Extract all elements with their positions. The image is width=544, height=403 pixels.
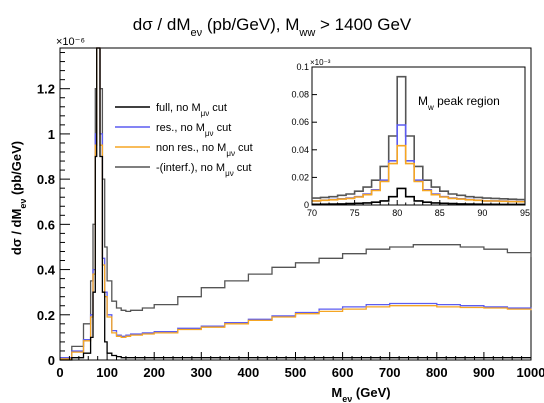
inset-series-line-nonres <box>312 144 525 203</box>
x-tick-label: 400 <box>238 365 260 380</box>
inset-y-tick-label: 0.04 <box>291 145 309 155</box>
inset-y-tick-label: 0.06 <box>291 117 309 127</box>
inset-y-tick-label: 0.1 <box>296 62 309 72</box>
inset-x-tick-label: 85 <box>435 208 445 218</box>
x-tick-label: 200 <box>143 365 165 380</box>
inset-y-tick-label: 0.08 <box>291 90 309 100</box>
legend-entry-full: full, no Mμν cut <box>156 102 227 118</box>
x-tick-label: 800 <box>426 365 448 380</box>
y-tick-label: 1.2 <box>37 82 55 97</box>
y-tick-label: 1 <box>48 127 55 142</box>
y-tick-label: 0.6 <box>37 217 55 232</box>
x-tick-label: 1000 <box>517 365 544 380</box>
x-tick-label: 700 <box>379 365 401 380</box>
y-tick-label: 0.4 <box>37 263 56 278</box>
inset-y-axis-multiplier: ×10⁻³ <box>310 58 331 67</box>
inset-plot-frame <box>311 66 526 206</box>
x-tick-label: 500 <box>285 365 307 380</box>
inset-series-line-interf <box>312 75 525 201</box>
chart-title: dσ / dMeν (pb/GeV), Mww > 1400 GeV <box>133 15 412 39</box>
inset-x-tick-label: 95 <box>520 208 530 218</box>
inset-x-tick-label: 80 <box>392 208 402 218</box>
inset-x-tick-label: 70 <box>307 208 317 218</box>
inset-title: Mw peak region <box>418 94 500 112</box>
y-tick-label: 0.8 <box>37 172 55 187</box>
legend-entry-interf: -(interf.), no Mμν cut <box>156 162 251 178</box>
x-tick-label: 600 <box>332 365 354 380</box>
inset-y-tick-label: 0 <box>304 200 309 210</box>
inset-x-tick-label: 75 <box>350 208 360 218</box>
y-tick-label: 0 <box>48 353 55 368</box>
y-axis-multiplier: ×10⁻⁶ <box>56 36 85 48</box>
y-tick-label: 0.2 <box>37 308 55 323</box>
y-axis-label: dσ / dMeν (pb/GeV) <box>9 141 28 255</box>
legend-entry-nonres: non res., no Mμν cut <box>156 142 253 158</box>
x-tick-label: 100 <box>96 365 118 380</box>
x-tick-label: 0 <box>56 365 63 380</box>
x-tick-label: 300 <box>190 365 212 380</box>
inset-x-tick-label: 90 <box>477 208 487 218</box>
legend-entry-res: res., no Mμν cut <box>156 122 231 138</box>
x-tick-label: 900 <box>473 365 495 380</box>
inset-y-tick-label: 0.02 <box>291 172 309 182</box>
x-axis-label: Meν (GeV) <box>331 385 390 403</box>
